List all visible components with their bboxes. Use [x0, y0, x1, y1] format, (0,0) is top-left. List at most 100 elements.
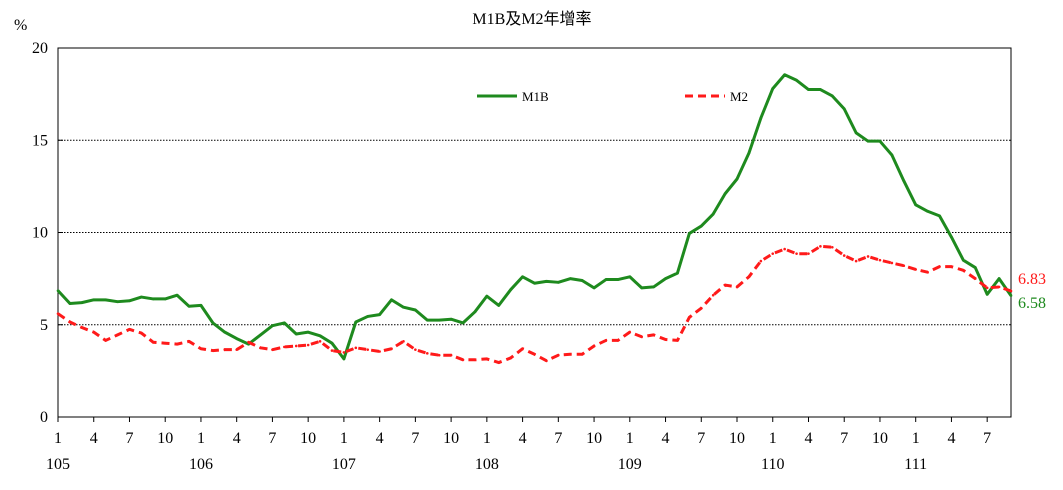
data-point-m2 [199, 347, 203, 351]
data-point-m1b [152, 297, 155, 301]
series-lines [56, 73, 1013, 365]
data-point-m2 [497, 361, 501, 364]
data-point-m2 [973, 277, 977, 280]
data-point-m1b [795, 78, 798, 82]
data-point-m2 [568, 352, 572, 356]
data-point-m2 [283, 345, 286, 349]
data-point-m1b [878, 139, 882, 143]
data-point-m1b [187, 305, 191, 308]
data-point-m2 [378, 350, 381, 353]
x-tick-label: 7 [697, 430, 705, 447]
data-point-m1b [914, 203, 917, 207]
x-tick-label: 1 [340, 430, 348, 447]
x-tick-label: 4 [519, 430, 527, 447]
x-year-label: 108 [475, 456, 499, 473]
gridlines [58, 139, 1011, 326]
data-point-m1b [128, 299, 131, 303]
data-point-m1b [580, 279, 584, 282]
data-point-m2 [104, 339, 107, 342]
data-point-m2 [223, 348, 227, 351]
x-tick-label: 7 [125, 430, 133, 447]
data-point-m2 [842, 254, 846, 257]
data-point-m2 [616, 339, 620, 342]
y-tick-label: 20 [32, 40, 48, 57]
data-point-m1b [306, 330, 310, 334]
data-point-m1b [664, 277, 667, 280]
data-point-m1b [366, 315, 370, 318]
data-point-m1b [568, 277, 572, 280]
data-point-m2 [461, 358, 465, 362]
data-point-m1b [330, 341, 334, 345]
data-point-m2 [664, 338, 667, 341]
data-point-m2 [545, 359, 548, 363]
legend-label-m2: M2 [730, 89, 748, 104]
data-point-m2 [592, 344, 596, 348]
x-tick-label: 1 [769, 430, 777, 447]
x-year-label: 109 [618, 456, 642, 473]
data-point-m2 [747, 275, 751, 279]
data-point-m1b [962, 258, 965, 262]
data-point-m1b [926, 209, 929, 213]
data-point-m1b [175, 293, 179, 297]
data-point-m2 [509, 356, 512, 360]
data-point-m1b [902, 179, 906, 183]
data-point-m2 [902, 264, 906, 268]
legend: M1B M2 [477, 89, 748, 104]
data-point-m2 [985, 286, 989, 290]
x-tick-label: 10 [157, 430, 173, 447]
x-tick-label: 10 [872, 430, 888, 447]
end-value-label-m2: 6.83 [1018, 271, 1046, 288]
data-point-m2 [187, 340, 191, 343]
data-point-m1b [831, 94, 834, 98]
data-point-m2 [306, 343, 310, 347]
data-point-m1b [163, 297, 167, 301]
x-tick-label: 1 [912, 430, 920, 447]
data-point-m2 [521, 347, 524, 351]
data-point-m1b [497, 304, 501, 307]
chart-title: M1B及M2年增率 [472, 10, 591, 28]
data-point-m1b [640, 286, 644, 290]
x-tick-label: 7 [268, 430, 276, 447]
data-point-m1b [783, 73, 786, 77]
data-point-m1b [854, 131, 858, 135]
axes: 0 5 10 15 20 1 4 7 10 1 4 7 10 1 4 7 10 1 4 7 10 1 4 7 10 1 4 7 10 1 4… [32, 40, 1046, 473]
y-tick-label: 15 [32, 132, 48, 149]
data-point-m1b [545, 280, 548, 283]
data-point-m2 [711, 293, 715, 297]
data-point-m1b [950, 235, 953, 239]
x-tick-label: 4 [662, 430, 670, 447]
data-point-m1b [461, 321, 465, 325]
data-point-m2 [914, 268, 917, 271]
data-point-m1b [509, 288, 512, 291]
data-point-m2 [318, 340, 322, 343]
data-point-m2 [652, 333, 655, 337]
data-point-m1b [390, 298, 393, 302]
x-tick-label: 7 [411, 430, 419, 447]
x-year-label: 106 [189, 456, 213, 473]
data-point-m1b [199, 304, 203, 307]
x-tick-label: 4 [376, 430, 384, 447]
data-point-m1b [211, 321, 215, 325]
data-point-m2 [640, 335, 644, 339]
data-point-m1b [342, 357, 346, 361]
data-point-m1b [140, 295, 143, 299]
data-point-m1b [56, 289, 60, 292]
data-point-m2 [807, 252, 810, 256]
data-point-m1b [557, 281, 560, 284]
data-point-m2 [80, 326, 84, 329]
data-point-m2 [437, 353, 441, 357]
data-point-m2 [950, 265, 953, 268]
data-point-m1b [616, 278, 620, 281]
data-point-m1b [604, 278, 608, 281]
x-tick-label: 10 [586, 430, 602, 447]
data-point-m1b [235, 337, 238, 340]
data-point-m1b [473, 310, 477, 314]
data-point-m2 [247, 340, 250, 344]
data-point-m2 [604, 339, 608, 342]
data-point-m2 [735, 285, 739, 289]
legend-label-m1b: M1B [522, 89, 549, 104]
data-point-m2 [795, 252, 798, 256]
data-point-m2 [354, 346, 358, 350]
data-point-m2 [128, 328, 131, 331]
